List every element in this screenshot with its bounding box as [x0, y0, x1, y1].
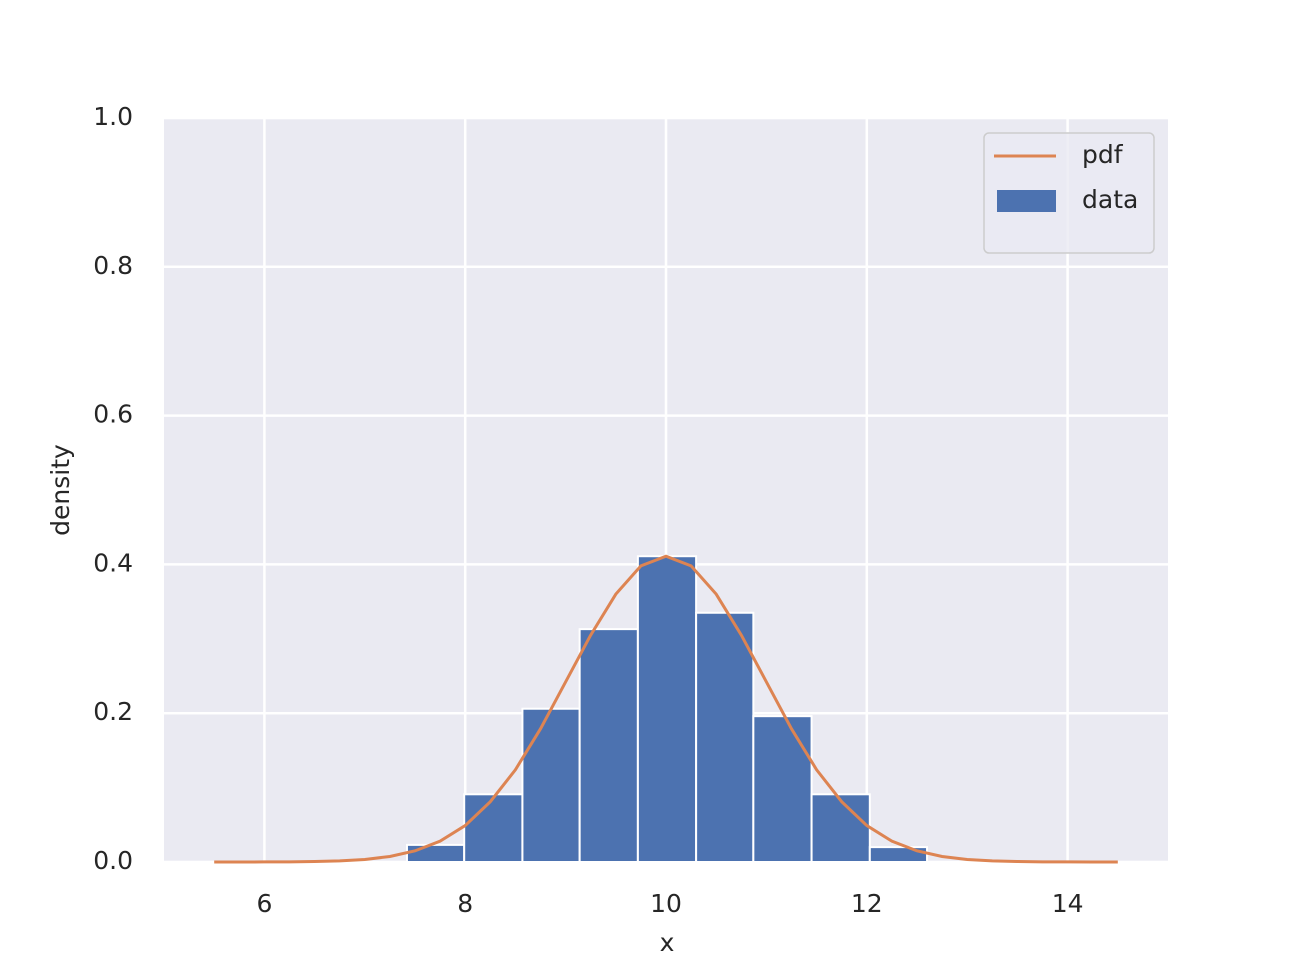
histogram-bar — [810, 793, 871, 864]
x-tick-label: 6 — [256, 889, 272, 918]
y-tick-label: 0.2 — [93, 697, 133, 726]
marks — [214, 554, 1118, 864]
histogram-bar — [868, 846, 929, 863]
y-tick-label: 0.8 — [93, 251, 133, 280]
y-tick-label: 0.6 — [93, 400, 133, 429]
pdf-line — [214, 554, 1118, 864]
legend-box — [983, 132, 1155, 254]
y-axis-label: density — [46, 444, 75, 536]
legend-label: pdf — [1082, 140, 1124, 169]
histogram-bar — [752, 715, 813, 864]
x-tick-label: 12 — [851, 889, 883, 918]
legend: pdf data — [983, 132, 1155, 254]
histogram-bar — [695, 611, 755, 864]
histogram-bar — [521, 707, 581, 864]
histogram-bar — [405, 843, 466, 863]
y-tick-label: 1.0 — [93, 102, 133, 131]
x-axis-label: x — [660, 928, 675, 957]
legend-label: data — [1082, 185, 1138, 214]
histogram-bar — [578, 628, 639, 863]
legend-swatch — [997, 190, 1056, 212]
histogram-bar — [463, 793, 524, 864]
x-tick-label: 10 — [650, 889, 682, 918]
x-tick-label: 14 — [1052, 889, 1084, 918]
labels: 0.0 0.2 0.4 0.6 0.8 1.0 6 8 10 12 14 — [93, 102, 1083, 918]
y-tick-label: 0.0 — [93, 846, 133, 875]
histogram-bar — [636, 555, 698, 863]
y-tick-label: 0.4 — [93, 548, 133, 577]
x-tick-label: 8 — [457, 889, 473, 918]
